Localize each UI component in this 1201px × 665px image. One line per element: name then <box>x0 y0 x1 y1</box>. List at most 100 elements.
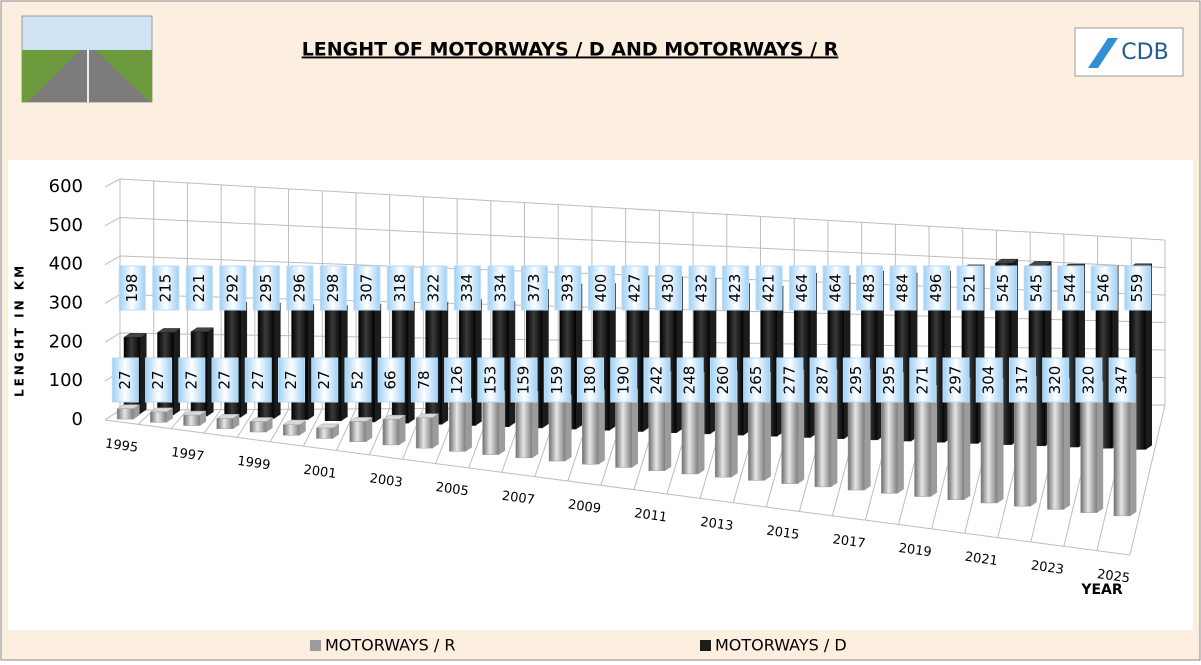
data-label: 464 <box>793 274 811 303</box>
y-tick-label: 0 <box>72 409 83 430</box>
bar <box>149 407 174 423</box>
bar-face <box>183 414 201 426</box>
data-label: 430 <box>659 274 677 303</box>
data-label-box <box>487 265 515 311</box>
data-label: 559 <box>1128 274 1146 303</box>
bar-face <box>349 421 367 442</box>
bar-top <box>156 328 181 333</box>
bar-side <box>233 414 240 429</box>
x-tick-label: 2011 <box>633 506 668 525</box>
data-label: 545 <box>994 274 1012 303</box>
y-tick-label: 100 <box>49 370 83 391</box>
data-label-box <box>211 357 239 403</box>
data-label: 432 <box>693 274 711 303</box>
bar-face <box>316 427 334 439</box>
bar <box>215 414 241 430</box>
chart-title: LENGHT OF MOTORWAYS / D AND MOTORWAYS / … <box>302 39 839 61</box>
data-label: 545 <box>1028 274 1046 303</box>
x-tick-label: 2013 <box>699 515 734 534</box>
data-label-box <box>1090 265 1118 311</box>
bar <box>315 423 340 439</box>
data-label: 295 <box>257 274 275 303</box>
data-label-box <box>643 357 671 403</box>
data-label-box <box>286 265 314 311</box>
data-label: 298 <box>324 274 342 303</box>
data-label: 484 <box>894 274 912 303</box>
x-tick-label: 2005 <box>435 480 470 499</box>
data-label: 52 <box>348 370 366 389</box>
y-tick-label: 300 <box>49 293 83 314</box>
data-label: 464 <box>827 274 845 303</box>
legend-swatch <box>700 640 711 651</box>
data-label-box <box>1108 357 1136 403</box>
bar-top <box>315 423 340 429</box>
logo: CDB <box>1074 27 1184 77</box>
bar <box>382 414 407 446</box>
data-label: 423 <box>726 274 744 303</box>
data-label-box <box>410 357 438 403</box>
data-label: 393 <box>558 274 576 303</box>
bar-side <box>299 420 306 436</box>
data-label-box <box>621 265 649 311</box>
bar-side <box>140 333 147 414</box>
data-label: 296 <box>290 274 308 303</box>
data-label-box <box>942 357 970 403</box>
bar-side <box>565 394 572 462</box>
data-label: 78 <box>415 370 433 389</box>
data-label-box <box>822 265 850 311</box>
data-label-box <box>311 357 339 403</box>
data-label-box <box>319 265 347 311</box>
data-label-box <box>676 357 704 403</box>
x-tick-label: 1995 <box>104 436 139 455</box>
data-label: 318 <box>391 274 409 303</box>
data-label: 292 <box>223 274 241 303</box>
data-label: 260 <box>714 366 732 395</box>
data-label-box <box>477 357 505 403</box>
x-tick-label: 2001 <box>302 463 337 482</box>
data-label: 159 <box>548 366 566 395</box>
bar-top <box>249 417 274 422</box>
bar-side <box>1130 374 1137 516</box>
bar-face <box>249 421 267 433</box>
bar <box>182 410 207 426</box>
data-label-box <box>688 265 716 311</box>
data-label: 242 <box>647 366 665 395</box>
data-label-box <box>789 265 817 311</box>
data-label-box <box>386 265 414 311</box>
bar-top <box>382 414 407 420</box>
bar-face <box>1080 385 1098 513</box>
bar <box>348 417 374 442</box>
y-axis-label: LENGHT IN KM <box>13 263 27 397</box>
data-label: 483 <box>860 274 878 303</box>
bar-side <box>332 423 339 439</box>
data-label-box <box>1124 265 1152 311</box>
data-label: 159 <box>515 366 533 395</box>
data-label-box <box>1042 357 1070 403</box>
legend-label: MOTORWAYS / R <box>325 636 456 655</box>
bar-side <box>366 417 373 442</box>
data-label-box <box>755 265 783 311</box>
x-tick-label: 2003 <box>369 471 404 490</box>
bar-top <box>1028 261 1053 266</box>
data-label-box <box>587 265 615 311</box>
floor-line <box>203 409 222 434</box>
x-tick-label: 2023 <box>1030 558 1065 577</box>
bar-side <box>1097 381 1104 513</box>
bar-side <box>1030 376 1037 507</box>
data-label: 126 <box>448 366 466 395</box>
bar-top <box>123 333 148 338</box>
data-label: 373 <box>525 274 543 303</box>
data-label-box <box>842 357 870 403</box>
bar-face <box>482 394 500 455</box>
bar <box>282 420 307 436</box>
data-label-box <box>709 357 737 403</box>
bar-side <box>465 398 472 452</box>
data-label: 27 <box>116 370 134 389</box>
road-photo <box>21 15 153 103</box>
bar-top <box>190 327 215 333</box>
x-tick-label: 2007 <box>501 489 536 508</box>
floor-edge <box>104 419 1131 556</box>
data-label-box <box>453 265 481 311</box>
data-label-box <box>111 357 139 403</box>
